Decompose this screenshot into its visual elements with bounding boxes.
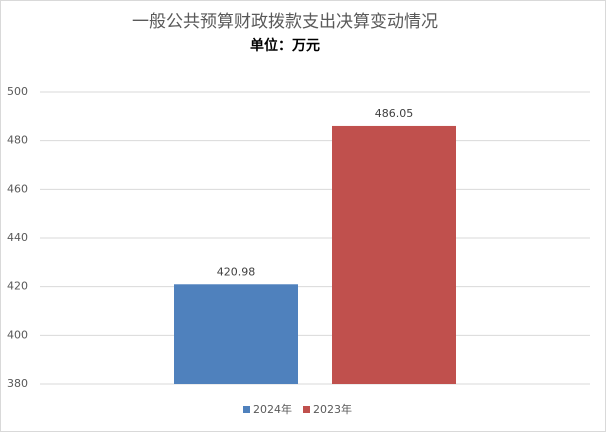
legend-label: 2023年	[313, 402, 352, 416]
legend-swatch	[303, 406, 310, 413]
chart-title: 一般公共预算财政拨款支出决算变动情况	[132, 12, 438, 32]
y-tick-label: 440	[7, 231, 28, 244]
y-tick-label: 500	[7, 85, 28, 98]
y-tick-label: 400	[7, 328, 28, 341]
bar	[332, 125, 456, 384]
legend-swatch	[243, 406, 250, 413]
y-tick-label: 420	[7, 280, 28, 293]
bar	[174, 284, 298, 384]
y-tick-label: 380	[7, 377, 28, 390]
y-tick-label: 480	[7, 134, 28, 147]
chart-subtitle: 单位：万元	[250, 37, 320, 54]
value-label: 420.98	[217, 265, 256, 278]
value-label: 486.05	[375, 107, 414, 120]
y-tick-label: 460	[7, 182, 28, 195]
legend-label: 2024年	[253, 402, 292, 416]
